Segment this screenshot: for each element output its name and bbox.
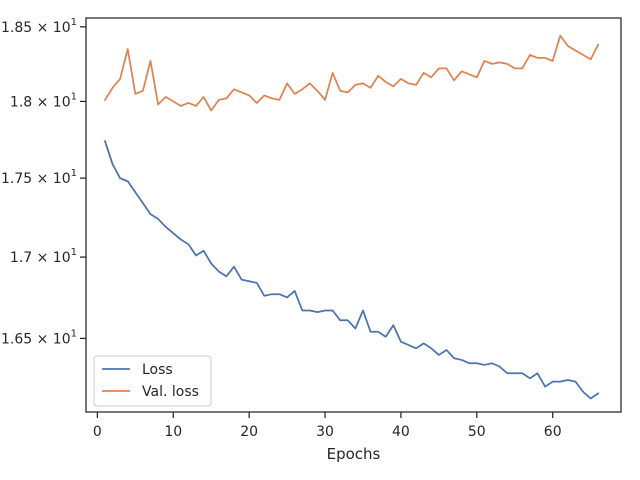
y-tick-label: 1.8 × 101 — [10, 91, 77, 110]
x-tick-label: 0 — [93, 424, 102, 440]
x-tick-label: 30 — [316, 424, 334, 440]
legend-label: Loss — [142, 362, 173, 378]
x-tick-label: 10 — [164, 424, 182, 440]
plot-area — [86, 18, 621, 412]
x-tick-label: 40 — [392, 424, 410, 440]
y-tick-label: 1.75 × 101 — [1, 168, 77, 187]
x-axis-ticks: 0 10 20 30 40 50 60 — [93, 412, 562, 440]
x-axis-label: Epochs — [327, 445, 381, 463]
plot-background — [86, 18, 621, 412]
series-line-loss — [104, 140, 600, 400]
y-tick-label: 1.7 × 101 — [10, 247, 77, 266]
x-tick-label: 20 — [240, 424, 258, 440]
axes-frame — [85, 17, 622, 413]
y-tick-label: 1.85 × 101 — [1, 17, 77, 36]
series-line-val-loss — [104, 34, 600, 112]
legend: Loss Val. loss — [93, 355, 212, 407]
legend-label: Val. loss — [142, 384, 199, 400]
series-layer — [104, 34, 600, 400]
y-tick-label: 1.65 × 101 — [1, 328, 77, 347]
x-tick-label: 60 — [544, 424, 562, 440]
y-axis-ticks: 1.65 × 101 1.7 × 101 1.75 × 101 1.8 × 101 1.… — [1, 17, 86, 347]
x-tick-label: 50 — [468, 424, 486, 440]
